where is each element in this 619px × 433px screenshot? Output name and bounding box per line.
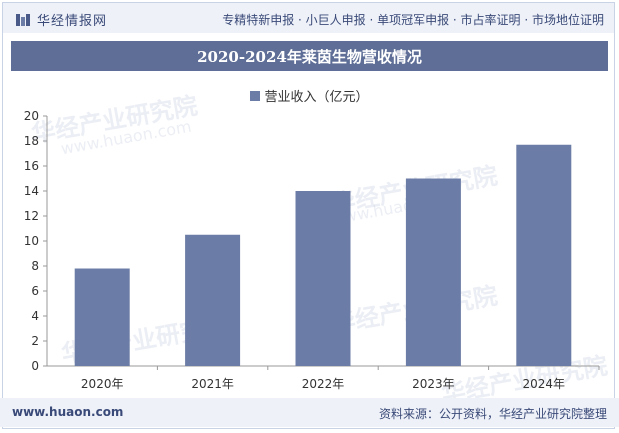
y-tick-label: 16 xyxy=(24,159,39,173)
footer-bar: www.huaon.com 资料来源：公开资料，华经产业研究院整理 xyxy=(0,398,619,427)
bar-4 xyxy=(405,178,461,366)
y-tick-label: 12 xyxy=(24,209,39,223)
chart-title: 2020-2024年莱茵生物营收情况 xyxy=(197,47,422,66)
top-bar: 华经情报网 专精特新申报 · 小巨人申报 · 单项冠军申报 · 市占率证明 · … xyxy=(3,3,614,33)
y-tick-label: 0 xyxy=(31,359,39,373)
legend-label: 营业收入（亿元） xyxy=(264,90,369,105)
bar-5 xyxy=(516,144,572,366)
chart-title-bar: 2020-2024年莱茵生物营收情况 xyxy=(11,41,608,71)
y-tick-label: 20 xyxy=(24,109,39,123)
x-tick-label: 2022年 xyxy=(302,377,345,391)
y-tick-label: 14 xyxy=(24,184,39,198)
y-tick-label: 18 xyxy=(24,134,39,148)
x-tick-label: 2024年 xyxy=(523,377,566,391)
huajing-logo-icon xyxy=(16,13,30,26)
x-tick-label: 2023年 xyxy=(412,377,455,391)
x-tick-label: 2021年 xyxy=(191,377,234,391)
footer-source: 资料来源：公开资料，华经产业研究院整理 xyxy=(378,407,607,421)
logo[interactable]: 华经情报网 xyxy=(15,10,107,29)
y-tick-label: 6 xyxy=(31,284,39,298)
bar-3 xyxy=(295,191,351,366)
y-tick-label: 2 xyxy=(31,334,39,348)
chart-legend: 营业收入（亿元） xyxy=(0,86,619,105)
y-tick-label: 10 xyxy=(24,234,39,248)
y-tick-label: 8 xyxy=(31,259,39,273)
y-tick-label: 4 xyxy=(31,309,39,323)
top-links[interactable]: 专精特新申报 · 小巨人申报 · 单项冠军申报 · 市占率证明 · 市场地位证明 xyxy=(222,13,604,27)
bar-1 xyxy=(74,268,130,366)
x-tick-label: 2020年 xyxy=(81,377,124,391)
legend-swatch xyxy=(250,90,261,101)
logo-text: 华经情报网 xyxy=(37,14,108,29)
footer-url[interactable]: www.huaon.com xyxy=(12,405,124,419)
bar-2 xyxy=(185,234,241,366)
